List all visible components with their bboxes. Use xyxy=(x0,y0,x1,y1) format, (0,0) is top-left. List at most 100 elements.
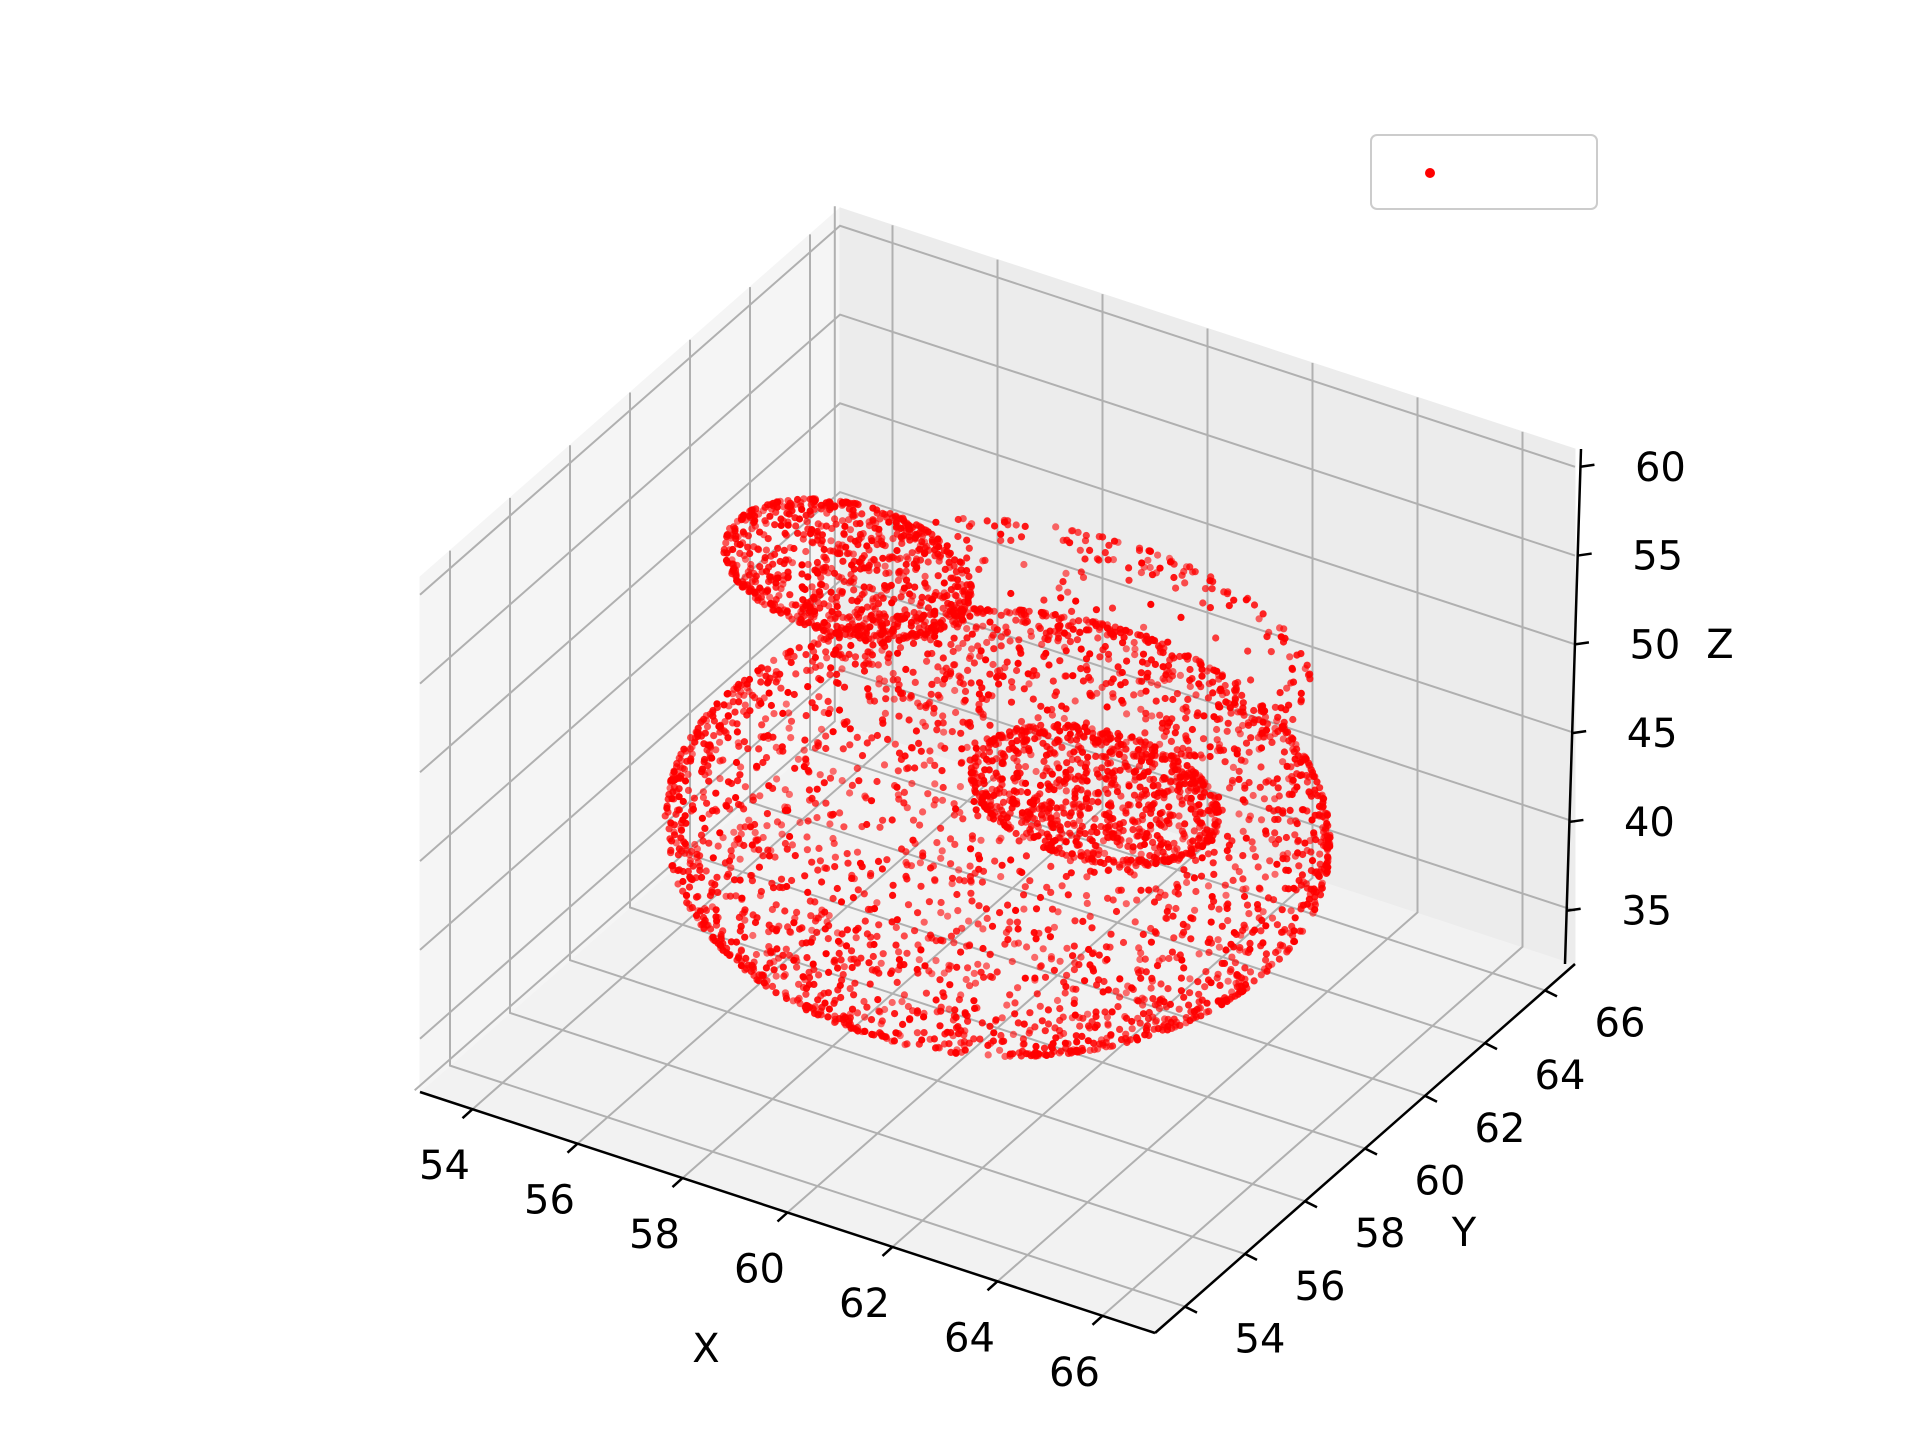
head-point xyxy=(740,738,749,746)
ear-point xyxy=(761,554,769,562)
head-point xyxy=(865,959,873,967)
head-point xyxy=(988,692,996,700)
head-point xyxy=(992,1017,1000,1025)
head-point xyxy=(1268,914,1277,922)
head-point xyxy=(1015,636,1023,644)
ear-point xyxy=(1089,734,1097,742)
head-point xyxy=(1063,944,1071,952)
crown-point xyxy=(965,544,973,552)
head-point xyxy=(858,752,867,760)
crown-point xyxy=(916,702,924,711)
head-point xyxy=(803,846,812,854)
ear-point xyxy=(1117,792,1125,800)
head-point xyxy=(896,644,905,652)
head-point xyxy=(765,928,773,936)
head-point xyxy=(967,889,975,897)
head-point xyxy=(741,783,750,791)
ear-point xyxy=(1138,755,1146,763)
head-point xyxy=(682,842,690,850)
head-point xyxy=(1307,867,1315,875)
head-point xyxy=(1187,935,1195,943)
head-point xyxy=(785,724,793,732)
ear-point xyxy=(965,572,973,581)
ear-point xyxy=(1066,812,1074,820)
ear-point xyxy=(1043,743,1051,751)
head-point xyxy=(831,1018,839,1026)
head-point xyxy=(1136,1019,1144,1027)
crown-point xyxy=(959,718,967,726)
crown-point xyxy=(959,515,967,523)
head-point xyxy=(815,844,823,853)
head-point xyxy=(1198,854,1206,862)
head-point xyxy=(1266,733,1274,741)
head-point xyxy=(1038,1017,1046,1025)
ear-point xyxy=(928,596,936,604)
head-point xyxy=(948,880,956,888)
head-point xyxy=(744,961,752,969)
ear-point xyxy=(814,569,822,577)
head-point xyxy=(909,836,917,844)
ear-point xyxy=(854,541,862,549)
head-point xyxy=(874,661,882,669)
crown-point xyxy=(1281,634,1289,643)
head-point xyxy=(1323,820,1331,828)
head-point xyxy=(781,839,790,848)
head-point xyxy=(1182,1019,1190,1027)
head-point xyxy=(1249,845,1257,853)
head-point xyxy=(694,892,702,901)
head-point xyxy=(1025,680,1033,688)
ear-point xyxy=(723,533,731,541)
ear-point xyxy=(946,563,954,571)
head-point xyxy=(713,703,721,712)
ear-point xyxy=(876,515,884,523)
head-point xyxy=(1290,937,1298,946)
head-point xyxy=(800,973,808,981)
head-point xyxy=(821,864,829,872)
head-point xyxy=(1123,657,1131,665)
x-tick-mark xyxy=(1091,1314,1104,1326)
head-point xyxy=(803,954,811,962)
crown-point xyxy=(850,586,858,594)
head-point xyxy=(1082,616,1090,624)
head-point xyxy=(674,806,682,814)
head-point xyxy=(1019,1035,1027,1043)
head-point xyxy=(1186,676,1194,684)
head-point xyxy=(1106,943,1114,951)
head-point xyxy=(1274,946,1282,955)
head-point xyxy=(979,944,987,953)
head-point xyxy=(798,939,806,947)
head-point xyxy=(876,823,884,831)
head-point xyxy=(1048,711,1056,719)
head-point xyxy=(889,891,897,900)
head-point xyxy=(1062,647,1070,655)
ear-point xyxy=(774,606,782,614)
head-point xyxy=(978,1019,986,1027)
head-point xyxy=(924,790,932,798)
head-point xyxy=(762,672,770,680)
head-point xyxy=(1147,678,1155,687)
ear-point xyxy=(783,608,791,616)
head-point xyxy=(693,730,701,738)
head-point xyxy=(825,1005,834,1013)
head-point xyxy=(685,883,694,891)
ear-point xyxy=(875,600,883,608)
crown-point xyxy=(1118,696,1126,705)
head-point xyxy=(843,718,851,726)
ear-point xyxy=(1092,752,1100,761)
head-point xyxy=(1239,699,1247,707)
head-point xyxy=(774,675,782,683)
head-point xyxy=(795,644,803,652)
head-point xyxy=(1209,859,1217,867)
head-point xyxy=(967,679,975,687)
head-point xyxy=(890,1037,899,1045)
head-point xyxy=(1262,922,1270,930)
head-point xyxy=(1099,646,1107,654)
head-point xyxy=(1175,1005,1183,1013)
ear-point xyxy=(1107,815,1115,823)
ear-point xyxy=(780,576,788,584)
gridline-z xyxy=(419,224,1576,596)
head-point xyxy=(1088,797,1096,806)
head-point xyxy=(683,899,691,907)
head-point xyxy=(1225,854,1233,862)
ear-point xyxy=(1129,847,1137,855)
